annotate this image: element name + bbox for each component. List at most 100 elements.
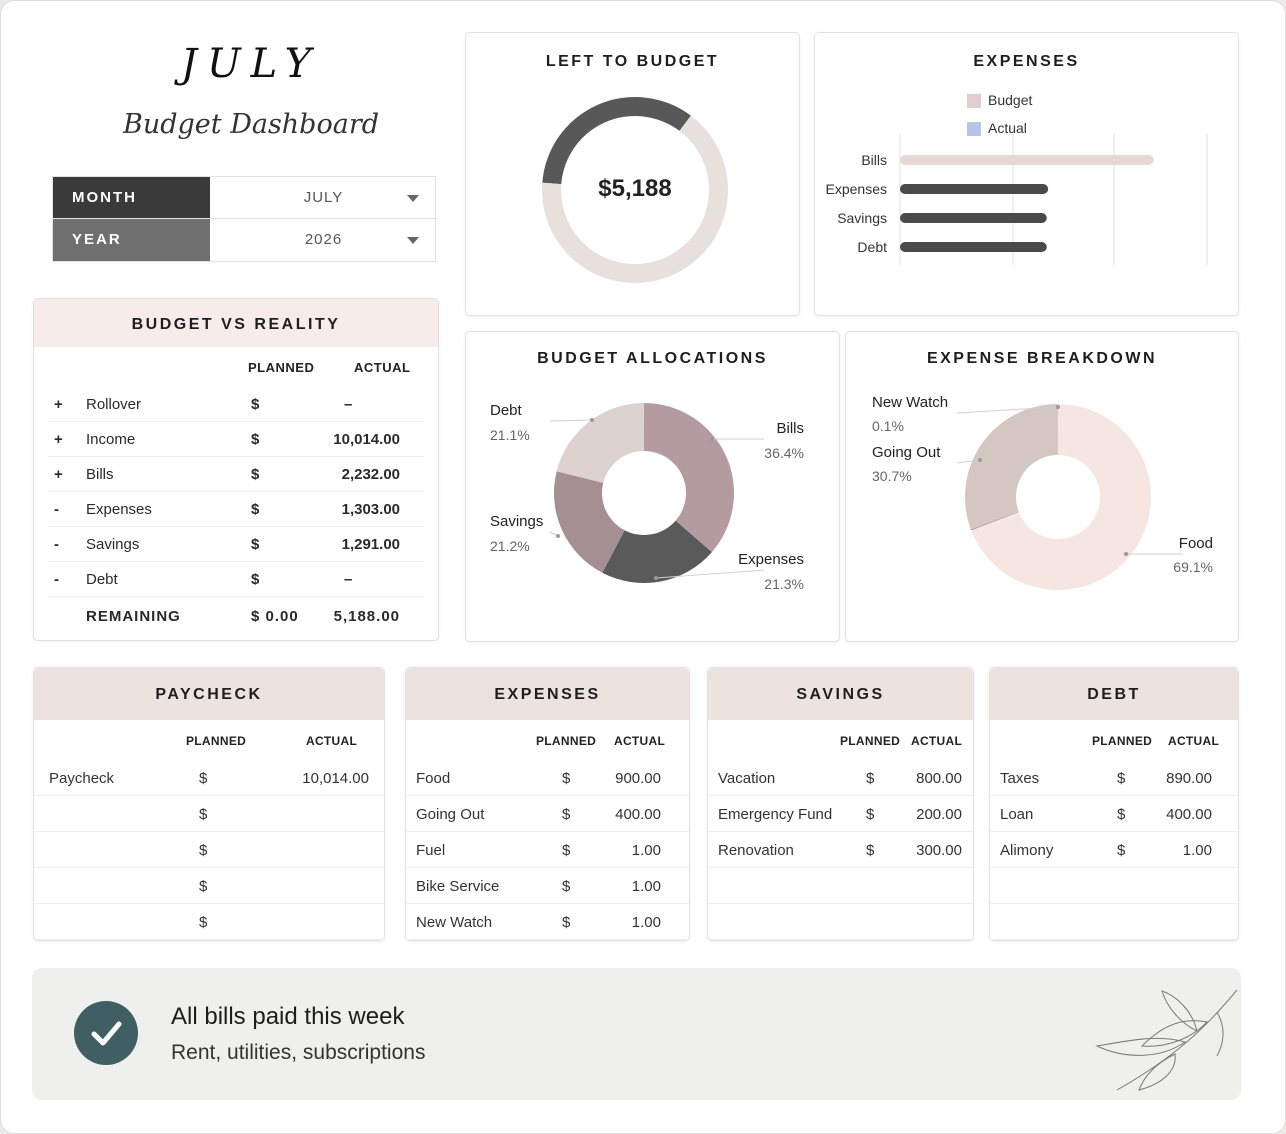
bvr-amount: 10,014.00 xyxy=(333,431,400,448)
row-actual: 1.00 xyxy=(1182,842,1212,859)
row-actual: 800.00 xyxy=(916,770,962,787)
allocations-title: BUDGET ALLOCATIONS xyxy=(537,350,768,367)
leader-line xyxy=(956,459,981,464)
slice-percent: 36.4% xyxy=(764,445,804,461)
notification-title: All bills paid this week xyxy=(171,1003,405,1030)
row-actual: 890.00 xyxy=(1166,770,1212,787)
row-actual: 300.00 xyxy=(916,842,962,859)
row-name: Bike Service xyxy=(416,878,500,895)
slice-percent: 30.7% xyxy=(872,468,912,484)
bar-category-label: Savings xyxy=(837,210,887,226)
bvr-label: Debt xyxy=(86,571,118,588)
expense-breakdown-card: EXPENSE BREAKDOWN Food 69.1% New Watch 0.1%… xyxy=(845,331,1239,642)
bvr-row: + Bills $2,232.00 xyxy=(48,457,424,492)
row-dollar: $ xyxy=(1117,842,1126,859)
row-actual: 400.00 xyxy=(615,806,661,823)
row-dollar: $ xyxy=(866,806,875,823)
legend-swatch-budget xyxy=(967,94,981,108)
row-name: Fuel xyxy=(416,842,446,859)
table-row xyxy=(708,904,973,940)
notification-banner: All bills paid this week Rent, utilities… xyxy=(32,968,1241,1100)
expenses_table-actual-header: ACTUAL xyxy=(614,734,666,748)
expenses_table-planned-header: PLANNED xyxy=(536,734,597,748)
row-name: Vacation xyxy=(718,770,776,787)
bvr-actual-header: ACTUAL xyxy=(354,360,411,375)
allocations-donut: Bills 36.4% Expenses 21.3% Savings 21.2% Debt 2… xyxy=(490,402,804,592)
row-name: Renovation xyxy=(718,842,794,859)
expenses-chart-title: EXPENSES xyxy=(973,53,1080,70)
dashboard-subtitle: Budget Dashboard xyxy=(122,109,380,140)
bvr-title: BUDGET VS REALITY xyxy=(131,316,341,333)
table-row: $ xyxy=(34,904,384,940)
bar-category-label: Expenses xyxy=(826,181,887,197)
paycheck-table: PAYCHECK PLANNED ACTUAL Paycheck $10,014.00 $… xyxy=(33,667,385,941)
table-row xyxy=(708,868,973,904)
leader-dot xyxy=(590,418,594,422)
slice-label: Food xyxy=(1179,535,1213,552)
row-name: Paycheck xyxy=(49,770,115,787)
slice-percent: 21.3% xyxy=(764,576,804,592)
bvr-header: BUDGET VS REALITY xyxy=(34,299,438,347)
remaining-label: REMAINING xyxy=(86,608,181,625)
row-dollar: $ xyxy=(562,770,571,787)
table-row: Fuel $1.00 xyxy=(406,832,689,868)
year-select[interactable]: 2026 xyxy=(304,231,343,248)
savings_table-title: SAVINGS xyxy=(796,686,885,703)
left-to-budget-card: LEFT TO BUDGET $5,188 xyxy=(465,32,800,316)
bvr-label: Expenses xyxy=(86,501,152,518)
bvr-label: Rollover xyxy=(86,396,142,413)
expenses-chart-card: EXPENSES Budget Actual Bills Expenses Savi… xyxy=(814,32,1239,316)
debt-table: DEBT PLANNED ACTUAL Taxes $890.00 Loan $400.00… xyxy=(989,667,1239,941)
year-selector[interactable]: YEAR 2026 xyxy=(53,219,437,261)
row-actual: 400.00 xyxy=(1166,806,1212,823)
bar-category-label: Debt xyxy=(857,239,887,255)
month-select[interactable]: JULY xyxy=(303,189,344,206)
chevron-down-icon[interactable] xyxy=(407,237,419,244)
leader-dot xyxy=(654,576,658,580)
row-dollar: $ xyxy=(1117,770,1126,787)
leader-dot xyxy=(556,534,560,538)
row-dollar: $ xyxy=(199,770,208,787)
bvr-row: - Savings $1,291.00 xyxy=(48,527,424,562)
row-dollar: $ xyxy=(866,770,875,787)
month-selector[interactable]: MONTH JULY xyxy=(53,177,437,219)
leader-dot xyxy=(1056,405,1060,409)
slice-label: Going Out xyxy=(872,444,941,461)
bvr-dollar: $ xyxy=(251,536,260,553)
left-to-budget-title: LEFT TO BUDGET xyxy=(545,53,720,70)
table-row: Loan $400.00 xyxy=(990,796,1238,832)
bvr-amount: 1,291.00 xyxy=(341,536,400,553)
row-dollar: $ xyxy=(1117,806,1126,823)
bvr-sign: - xyxy=(54,501,59,518)
bar-actual xyxy=(900,242,1047,252)
donut-slice-new-watch xyxy=(970,511,1019,531)
slice-label: Debt xyxy=(490,402,523,419)
slice-label: Bills xyxy=(776,420,804,437)
budget-allocations-card: BUDGET ALLOCATIONS Bills 36.4% Expenses 21.… xyxy=(465,331,840,642)
donut-slice-going-out xyxy=(965,404,1058,530)
row-name: Taxes xyxy=(1000,770,1040,787)
bar-budget xyxy=(900,155,1154,165)
legend-label-budget: Budget xyxy=(988,92,1033,108)
bvr-dollar: $ xyxy=(251,571,260,588)
leader-dot xyxy=(1124,552,1128,556)
chevron-down-icon[interactable] xyxy=(407,195,419,202)
bvr-label: Income xyxy=(86,431,136,448)
row-name: Emergency Fund xyxy=(718,806,833,823)
table-row: Going Out $400.00 xyxy=(406,796,689,832)
leader-line xyxy=(549,419,593,422)
year-label: YEAR xyxy=(53,219,210,261)
bvr-label: Bills xyxy=(86,466,114,483)
row-dollar: $ xyxy=(199,806,208,823)
bvr-dollar: $ xyxy=(251,431,260,448)
bvr-planned-header: PLANNED xyxy=(248,360,315,375)
savings_table-actual-header: ACTUAL xyxy=(911,734,963,748)
bvr-dollar: $ xyxy=(251,396,260,413)
expenses_table-title: EXPENSES xyxy=(494,686,601,703)
bvr-amount: 1,303.00 xyxy=(341,501,400,518)
month-label: MONTH xyxy=(53,177,210,218)
table-row: Taxes $890.00 xyxy=(990,760,1238,796)
slice-percent: 21.1% xyxy=(490,427,530,443)
row-actual: 200.00 xyxy=(916,806,962,823)
leader-line xyxy=(956,406,1059,414)
